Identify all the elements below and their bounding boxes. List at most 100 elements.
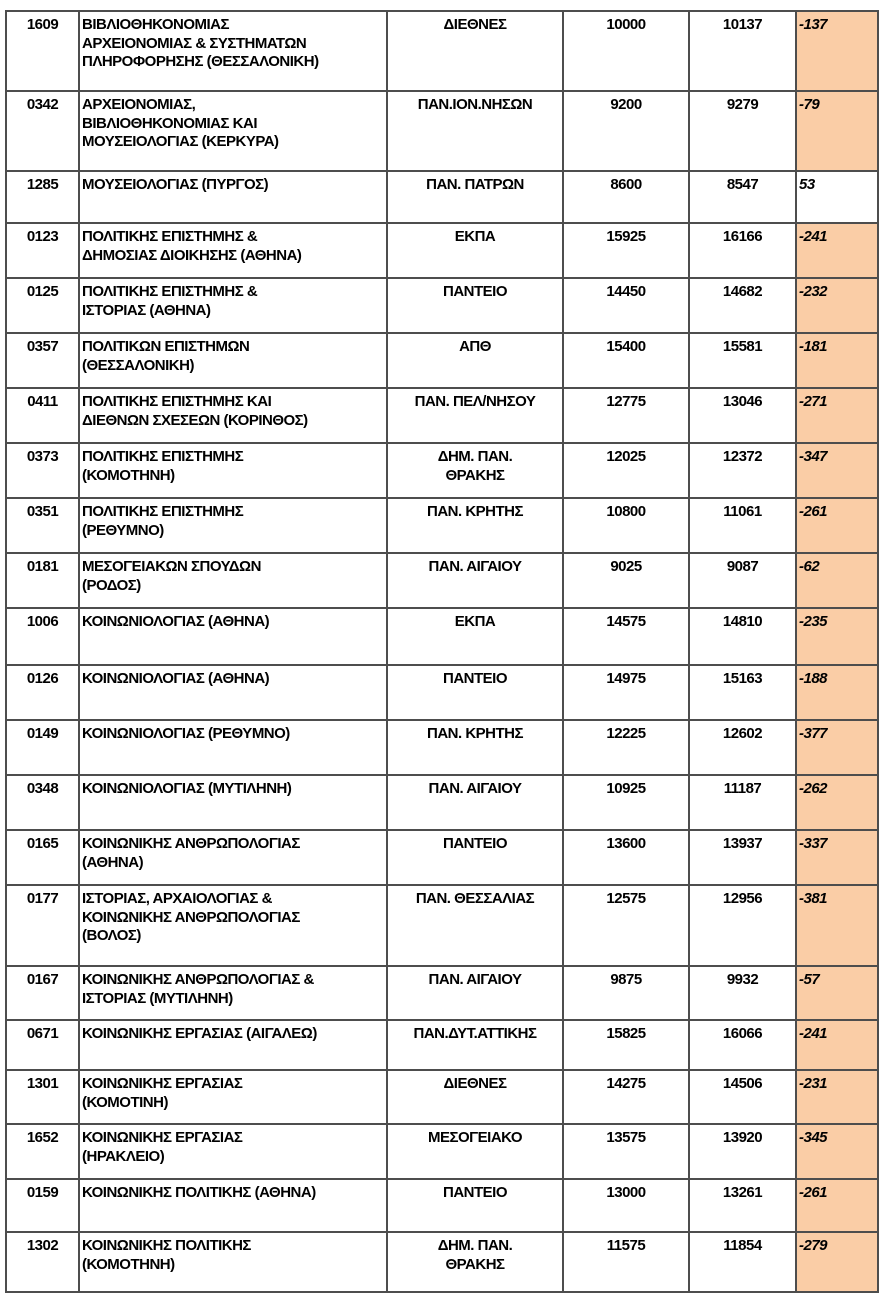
cell-value-1: 12025 bbox=[562, 442, 690, 499]
cell-difference: -62 bbox=[795, 552, 879, 609]
cell-value-2: 9932 bbox=[688, 965, 797, 1021]
cell-university: ΠΑΝ. ΠΕΛ/ΝΗΣΟΥ bbox=[386, 387, 564, 444]
cell-difference: -279 bbox=[795, 1231, 879, 1293]
table-row: 0357 ΠΟΛΙΤΙΚΩΝ ΕΠΙΣΤΗΜΩΝ (ΘΕΣΣΑΛΟΝΙΚΗ) Α… bbox=[5, 332, 879, 389]
cell-department-code: 1006 bbox=[5, 607, 80, 666]
cell-department-name: ΚΟΙΝΩΝΙΟΛΟΓΙΑΣ (ΑΘΗΝΑ) bbox=[78, 664, 388, 721]
cell-university: ΠΑΝ. ΑΙΓΑΙΟΥ bbox=[386, 965, 564, 1021]
cell-university: ΕΚΠΑ bbox=[386, 607, 564, 666]
cell-difference: -261 bbox=[795, 1178, 879, 1233]
table-row: 0125 ΠΟΛΙΤΙΚΗΣ ΕΠΙΣΤΗΜΗΣ & ΙΣΤΟΡΙΑΣ (ΑΘΗ… bbox=[5, 277, 879, 334]
cell-value-1: 13000 bbox=[562, 1178, 690, 1233]
cell-department-name: ΠΟΛΙΤΙΚΩΝ ΕΠΙΣΤΗΜΩΝ (ΘΕΣΣΑΛΟΝΙΚΗ) bbox=[78, 332, 388, 389]
cell-value-2: 12372 bbox=[688, 442, 797, 499]
cell-department-code: 1302 bbox=[5, 1231, 80, 1293]
cell-value-1: 14575 bbox=[562, 607, 690, 666]
cell-department-name: ΚΟΙΝΩΝΙΚΗΣ ΑΝΘΡΩΠΟΛΟΓΙΑΣ (ΑΘΗΝΑ) bbox=[78, 829, 388, 886]
table-row: 1285 ΜΟΥΣΕΙΟΛΟΓΙΑΣ (ΠΥΡΓΟΣ) ΠΑΝ. ΠΑΤΡΩΝ … bbox=[5, 170, 879, 224]
table-row: 0348 ΚΟΙΝΩΝΙΟΛΟΓΙΑΣ (ΜΥΤΙΛΗΝΗ) ΠΑΝ. ΑΙΓΑ… bbox=[5, 774, 879, 831]
cell-university: ΔΙΕΘΝΕΣ bbox=[386, 10, 564, 92]
cell-university: ΜΕΣΟΓΕΙΑΚΟ bbox=[386, 1123, 564, 1180]
cell-value-1: 8600 bbox=[562, 170, 690, 224]
table-row: 0167 ΚΟΙΝΩΝΙΚΗΣ ΑΝΘΡΩΠΟΛΟΓΙΑΣ & ΙΣΤΟΡΙΑΣ… bbox=[5, 965, 879, 1021]
cell-department-code: 0123 bbox=[5, 222, 80, 279]
cell-value-1: 13575 bbox=[562, 1123, 690, 1180]
cell-department-code: 0165 bbox=[5, 829, 80, 886]
cell-university: ΠΑΝΤΕΙΟ bbox=[386, 1178, 564, 1233]
cell-department-code: 1301 bbox=[5, 1069, 80, 1125]
table-row: 0126 ΚΟΙΝΩΝΙΟΛΟΓΙΑΣ (ΑΘΗΝΑ) ΠΑΝΤΕΙΟ 1497… bbox=[5, 664, 879, 721]
cell-university: ΔΗΜ. ΠΑΝ. ΘΡΑΚΗΣ bbox=[386, 1231, 564, 1293]
cell-value-2: 13937 bbox=[688, 829, 797, 886]
cell-university: ΠΑΝ. ΠΑΤΡΩΝ bbox=[386, 170, 564, 224]
cell-difference: -79 bbox=[795, 90, 879, 172]
cell-difference: -347 bbox=[795, 442, 879, 499]
cell-value-2: 13920 bbox=[688, 1123, 797, 1180]
cell-value-2: 11854 bbox=[688, 1231, 797, 1293]
cell-difference: -377 bbox=[795, 719, 879, 776]
cell-department-name: ΚΟΙΝΩΝΙΚΗΣ ΕΡΓΑΣΙΑΣ (ΗΡΑΚΛΕΙΟ) bbox=[78, 1123, 388, 1180]
table-row: 0149 ΚΟΙΝΩΝΙΟΛΟΓΙΑΣ (ΡΕΘΥΜΝΟ) ΠΑΝ. ΚΡΗΤΗ… bbox=[5, 719, 879, 776]
cell-department-code: 0149 bbox=[5, 719, 80, 776]
admissions-table: 1609 ΒΙΒΛΙΟΘΗΚΟΝΟΜΙΑΣ ΑΡΧΕΙΟΝΟΜΙΑΣ & ΣΥΣ… bbox=[5, 10, 879, 1293]
table-row: 1006 ΚΟΙΝΩΝΙΟΛΟΓΙΑΣ (ΑΘΗΝΑ) ΕΚΠΑ 14575 1… bbox=[5, 607, 879, 666]
cell-value-1: 12775 bbox=[562, 387, 690, 444]
cell-department-code: 0348 bbox=[5, 774, 80, 831]
cell-value-2: 9279 bbox=[688, 90, 797, 172]
table-row: 0411 ΠΟΛΙΤΙΚΗΣ ΕΠΙΣΤΗΜΗΣ ΚΑΙ ΔΙΕΘΝΩΝ ΣΧΕ… bbox=[5, 387, 879, 444]
table-row: 0351 ΠΟΛΙΤΙΚΗΣ ΕΠΙΣΤΗΜΗΣ (ΡΕΘΥΜΝΟ) ΠΑΝ. … bbox=[5, 497, 879, 554]
cell-value-2: 14810 bbox=[688, 607, 797, 666]
cell-department-code: 0126 bbox=[5, 664, 80, 721]
cell-value-1: 12225 bbox=[562, 719, 690, 776]
cell-university: ΠΑΝ. ΚΡΗΤΗΣ bbox=[386, 497, 564, 554]
cell-department-code: 0411 bbox=[5, 387, 80, 444]
cell-value-1: 15400 bbox=[562, 332, 690, 389]
cell-department-name: ΚΟΙΝΩΝΙΚΗΣ ΑΝΘΡΩΠΟΛΟΓΙΑΣ & ΙΣΤΟΡΙΑΣ (ΜΥΤ… bbox=[78, 965, 388, 1021]
cell-department-name: ΠΟΛΙΤΙΚΗΣ ΕΠΙΣΤΗΜΗΣ & ΙΣΤΟΡΙΑΣ (ΑΘΗΝΑ) bbox=[78, 277, 388, 334]
cell-value-2: 12956 bbox=[688, 884, 797, 967]
cell-department-code: 0351 bbox=[5, 497, 80, 554]
cell-difference: -57 bbox=[795, 965, 879, 1021]
cell-department-code: 0177 bbox=[5, 884, 80, 967]
cell-department-name: ΠΟΛΙΤΙΚΗΣ ΕΠΙΣΤΗΜΗΣ ΚΑΙ ΔΙΕΘΝΩΝ ΣΧΕΣΕΩΝ … bbox=[78, 387, 388, 444]
cell-university: ΠΑΝ. ΘΕΣΣΑΛΙΑΣ bbox=[386, 884, 564, 967]
cell-department-name: ΚΟΙΝΩΝΙΟΛΟΓΙΑΣ (ΜΥΤΙΛΗΝΗ) bbox=[78, 774, 388, 831]
cell-difference: -337 bbox=[795, 829, 879, 886]
cell-department-name: ΚΟΙΝΩΝΙΚΗΣ ΕΡΓΑΣΙΑΣ (ΚΟΜΟΤΙΝΗ) bbox=[78, 1069, 388, 1125]
cell-value-1: 10000 bbox=[562, 10, 690, 92]
cell-department-code: 1652 bbox=[5, 1123, 80, 1180]
cell-department-name: ΠΟΛΙΤΙΚΗΣ ΕΠΙΣΤΗΜΗΣ (ΚΟΜΟΤΗΝΗ) bbox=[78, 442, 388, 499]
cell-department-code: 0125 bbox=[5, 277, 80, 334]
table-row: 0181 ΜΕΣΟΓΕΙΑΚΩΝ ΣΠΟΥΔΩΝ (ΡΟΔΟΣ) ΠΑΝ. ΑΙ… bbox=[5, 552, 879, 609]
cell-value-2: 13261 bbox=[688, 1178, 797, 1233]
table-row: 0177 ΙΣΤΟΡΙΑΣ, ΑΡΧΑΙΟΛΟΓΙΑΣ & ΚΟΙΝΩΝΙΚΗΣ… bbox=[5, 884, 879, 967]
cell-value-2: 12602 bbox=[688, 719, 797, 776]
cell-value-2: 8547 bbox=[688, 170, 797, 224]
cell-university: ΑΠΘ bbox=[386, 332, 564, 389]
cell-department-name: ΜΟΥΣΕΙΟΛΟΓΙΑΣ (ΠΥΡΓΟΣ) bbox=[78, 170, 388, 224]
table-row: 0373 ΠΟΛΙΤΙΚΗΣ ΕΠΙΣΤΗΜΗΣ (ΚΟΜΟΤΗΝΗ) ΔΗΜ.… bbox=[5, 442, 879, 499]
cell-university: ΠΑΝΤΕΙΟ bbox=[386, 664, 564, 721]
cell-university: ΠΑΝ. ΑΙΓΑΙΟΥ bbox=[386, 774, 564, 831]
cell-value-2: 15163 bbox=[688, 664, 797, 721]
cell-value-1: 10800 bbox=[562, 497, 690, 554]
cell-university: ΠΑΝ.ΔΥΤ.ΑΤΤΙΚΗΣ bbox=[386, 1019, 564, 1071]
cell-department-name: ΚΟΙΝΩΝΙΚΗΣ ΕΡΓΑΣΙΑΣ (ΑΙΓΑΛΕΩ) bbox=[78, 1019, 388, 1071]
table-row: 0671 ΚΟΙΝΩΝΙΚΗΣ ΕΡΓΑΣΙΑΣ (ΑΙΓΑΛΕΩ) ΠΑΝ.Δ… bbox=[5, 1019, 879, 1071]
cell-value-2: 16066 bbox=[688, 1019, 797, 1071]
cell-university: ΠΑΝ. ΚΡΗΤΗΣ bbox=[386, 719, 564, 776]
cell-difference: -262 bbox=[795, 774, 879, 831]
table-row: 0123 ΠΟΛΙΤΙΚΗΣ ΕΠΙΣΤΗΜΗΣ & ΔΗΜΟΣΙΑΣ ΔΙΟΙ… bbox=[5, 222, 879, 279]
cell-value-2: 11061 bbox=[688, 497, 797, 554]
cell-department-name: ΚΟΙΝΩΝΙΚΗΣ ΠΟΛΙΤΙΚΗΣ (ΑΘΗΝΑ) bbox=[78, 1178, 388, 1233]
cell-value-2: 10137 bbox=[688, 10, 797, 92]
cell-value-1: 15825 bbox=[562, 1019, 690, 1071]
table-row: 1302 ΚΟΙΝΩΝΙΚΗΣ ΠΟΛΙΤΙΚΗΣ (ΚΟΜΟΤΗΝΗ) ΔΗΜ… bbox=[5, 1231, 879, 1293]
cell-value-2: 9087 bbox=[688, 552, 797, 609]
cell-department-name: ΚΟΙΝΩΝΙΟΛΟΓΙΑΣ (ΑΘΗΝΑ) bbox=[78, 607, 388, 666]
cell-department-name: ΠΟΛΙΤΙΚΗΣ ΕΠΙΣΤΗΜΗΣ & ΔΗΜΟΣΙΑΣ ΔΙΟΙΚΗΣΗΣ… bbox=[78, 222, 388, 279]
cell-value-1: 10925 bbox=[562, 774, 690, 831]
cell-department-name: ΚΟΙΝΩΝΙΟΛΟΓΙΑΣ (ΡΕΘΥΜΝΟ) bbox=[78, 719, 388, 776]
cell-department-name: ΙΣΤΟΡΙΑΣ, ΑΡΧΑΙΟΛΟΓΙΑΣ & ΚΟΙΝΩΝΙΚΗΣ ΑΝΘΡ… bbox=[78, 884, 388, 967]
table-row: 0159 ΚΟΙΝΩΝΙΚΗΣ ΠΟΛΙΤΙΚΗΣ (ΑΘΗΝΑ) ΠΑΝΤΕΙ… bbox=[5, 1178, 879, 1233]
